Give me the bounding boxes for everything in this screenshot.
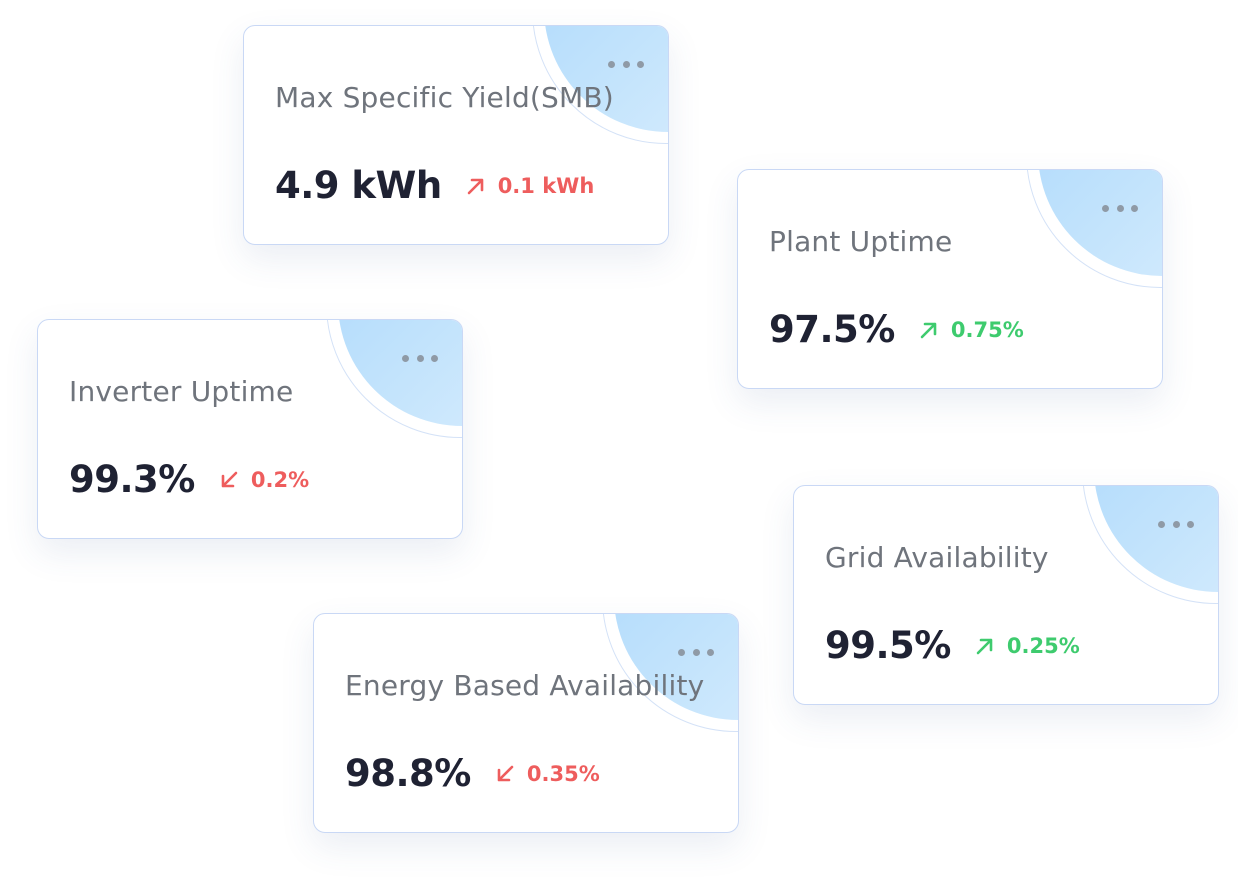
kpi-card-max-specific-yield[interactable]: Max Specific Yield(SMB) 4.9 kWh 0.1 kWh [243, 25, 669, 245]
kpi-value: 4.9 kWh [275, 164, 442, 207]
arrow-up-right-icon [467, 178, 483, 194]
kpi-delta: 0.25% [1006, 633, 1080, 658]
kpi-label: Grid Availability [825, 541, 1049, 574]
more-horizontal-icon[interactable] [608, 56, 644, 72]
kpi-value: 98.8% [345, 752, 471, 795]
more-horizontal-icon[interactable] [1158, 516, 1194, 532]
kpi-value-row: 4.9 kWh 0.1 kWh [275, 164, 594, 207]
kpi-card-inverter-uptime[interactable]: Inverter Uptime 99.3% 0.2% [37, 319, 463, 539]
kpi-value-row: 98.8% 0.35% [345, 752, 600, 795]
kpi-value-row: 99.3% 0.2% [69, 458, 309, 501]
kpi-delta: 0.2% [250, 467, 310, 492]
kpi-delta: 0.75% [950, 317, 1024, 342]
arrow-down-left-icon [221, 471, 238, 487]
arrow-up-right-icon [976, 638, 993, 654]
more-horizontal-icon[interactable] [402, 350, 438, 366]
more-horizontal-icon[interactable] [1102, 200, 1138, 216]
kpi-label: Max Specific Yield(SMB) [275, 81, 614, 114]
kpi-value: 99.3% [69, 458, 195, 501]
arrow-down-left-icon [497, 765, 514, 781]
kpi-delta: 0.1 kWh [497, 173, 595, 198]
arrow-up-right-icon [920, 322, 937, 338]
more-horizontal-icon[interactable] [678, 644, 714, 660]
kpi-label: Plant Uptime [769, 225, 953, 258]
kpi-card-energy-based-availability[interactable]: Energy Based Availability 98.8% 0.35% [313, 613, 739, 833]
kpi-value-row: 97.5% 0.75% [769, 308, 1024, 351]
kpi-value-row: 99.5% 0.25% [825, 624, 1080, 667]
kpi-label: Inverter Uptime [69, 375, 294, 408]
kpi-value: 99.5% [825, 624, 951, 667]
kpi-delta: 0.35% [526, 761, 600, 786]
kpi-card-grid-availability[interactable]: Grid Availability 99.5% 0.25% [793, 485, 1219, 705]
kpi-value: 97.5% [769, 308, 895, 351]
kpi-label: Energy Based Availability [345, 669, 705, 702]
kpi-card-plant-uptime[interactable]: Plant Uptime 97.5% 0.75% [737, 169, 1163, 389]
